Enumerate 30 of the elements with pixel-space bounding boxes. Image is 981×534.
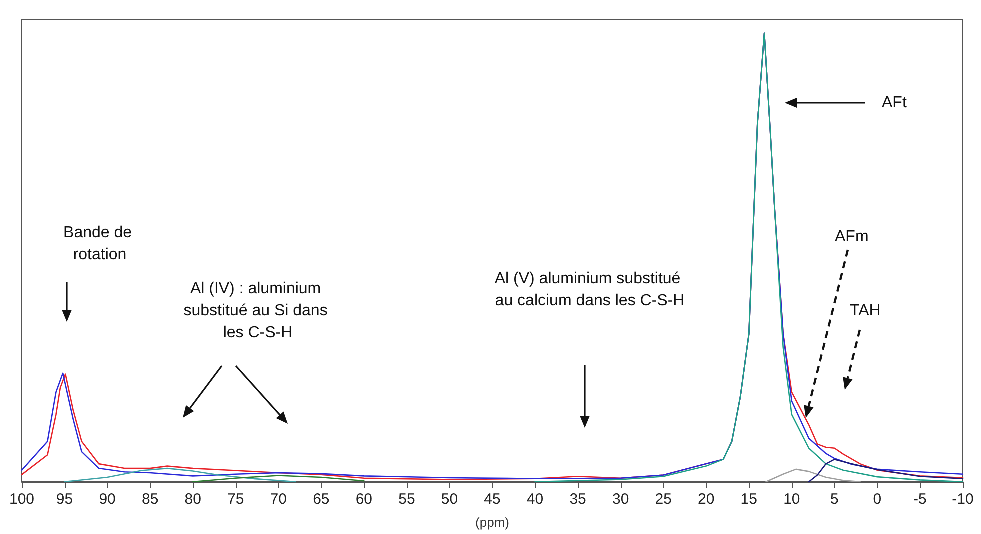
x-tick-label: 20 <box>698 491 715 508</box>
x-tick-label: 80 <box>184 491 202 508</box>
x-tick-label: -10 <box>952 491 974 508</box>
x-tick-label: 10 <box>784 491 800 508</box>
x-tick-label: 25 <box>655 491 672 508</box>
x-tick-label: 50 <box>441 491 458 508</box>
annotation: TAH <box>850 302 881 320</box>
x-tick-label: 55 <box>398 491 416 508</box>
x-tick-label: -5 <box>914 491 927 508</box>
x-tick-label: 75 <box>228 491 244 508</box>
x-tick-label: 90 <box>99 491 116 508</box>
x-tick-label: 65 <box>313 491 330 508</box>
x-tick-label: 30 <box>612 491 630 508</box>
x-tick-label: 60 <box>356 491 373 508</box>
x-tick-label: 15 <box>740 491 758 508</box>
x-tick-label: 40 <box>526 491 544 508</box>
x-tick-label: 95 <box>56 491 74 508</box>
annotation: Al (IV) : aluminium substitué au Si dans les C-S-H <box>184 280 332 342</box>
x-tick-label: 70 <box>270 491 287 508</box>
x-tick-label: 85 <box>142 491 159 508</box>
x-tick-label: 5 <box>830 491 839 508</box>
x-tick-label: 45 <box>484 491 501 508</box>
x-axis-title: (ppm) <box>476 515 510 530</box>
annotation: Bande de rotation <box>64 224 136 264</box>
x-tick-label: 35 <box>570 491 586 508</box>
annotation: AFt <box>882 94 908 112</box>
annotation: Al (V) aluminium substitué au calcium dans les C-S-H <box>494 270 686 310</box>
x-tick-label: 0 <box>873 491 882 508</box>
x-tick-label: 100 <box>9 491 35 508</box>
annotation: AFm <box>835 228 869 246</box>
